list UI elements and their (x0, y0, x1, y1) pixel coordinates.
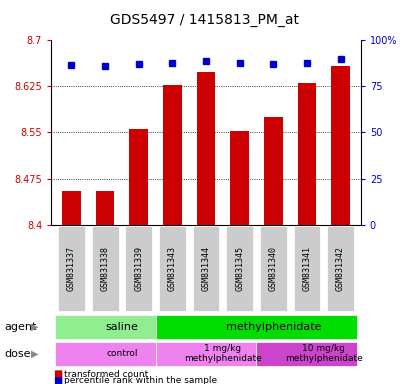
Text: ■: ■ (53, 376, 63, 384)
Text: GSM831340: GSM831340 (268, 246, 277, 291)
Text: GSM831341: GSM831341 (302, 246, 311, 291)
FancyBboxPatch shape (159, 227, 185, 311)
Text: GSM831344: GSM831344 (201, 246, 210, 291)
Text: dose: dose (4, 349, 31, 359)
Bar (96, 191, 114, 225)
FancyBboxPatch shape (58, 227, 85, 311)
Bar (62, 191, 81, 225)
Text: control: control (106, 349, 137, 358)
FancyBboxPatch shape (54, 342, 155, 366)
FancyBboxPatch shape (54, 315, 155, 339)
FancyBboxPatch shape (125, 227, 152, 311)
Text: GSM831339: GSM831339 (134, 246, 143, 291)
Bar (297, 83, 315, 225)
Text: 10 mg/kg
methylphenidate: 10 mg/kg methylphenidate (284, 344, 362, 363)
Text: saline: saline (105, 322, 138, 332)
Bar (230, 131, 248, 225)
FancyBboxPatch shape (91, 227, 118, 311)
FancyBboxPatch shape (155, 342, 256, 366)
Text: 1 mg/kg
methylphenidate: 1 mg/kg methylphenidate (184, 344, 261, 363)
Bar (330, 66, 349, 225)
FancyBboxPatch shape (326, 227, 353, 311)
Bar (263, 117, 282, 225)
Bar (196, 72, 215, 225)
Text: ■: ■ (53, 369, 63, 379)
Bar (129, 129, 148, 225)
Text: GDS5497 / 1415813_PM_at: GDS5497 / 1415813_PM_at (110, 13, 299, 27)
Text: agent: agent (4, 322, 36, 332)
Text: GSM831345: GSM831345 (235, 246, 244, 291)
Text: ▶: ▶ (31, 322, 38, 332)
Text: percentile rank within the sample: percentile rank within the sample (63, 376, 216, 384)
Bar (163, 84, 181, 225)
FancyBboxPatch shape (192, 227, 219, 311)
Text: methylphenidate: methylphenidate (225, 322, 320, 332)
Text: ▶: ▶ (31, 349, 38, 359)
FancyBboxPatch shape (226, 227, 252, 311)
FancyBboxPatch shape (293, 227, 320, 311)
FancyBboxPatch shape (259, 227, 286, 311)
Text: GSM831342: GSM831342 (335, 246, 344, 291)
Text: transformed count: transformed count (63, 369, 147, 379)
Text: GSM831337: GSM831337 (67, 246, 76, 291)
Text: GSM831343: GSM831343 (167, 246, 176, 291)
FancyBboxPatch shape (155, 315, 357, 339)
Text: GSM831338: GSM831338 (100, 246, 109, 291)
FancyBboxPatch shape (256, 342, 357, 366)
